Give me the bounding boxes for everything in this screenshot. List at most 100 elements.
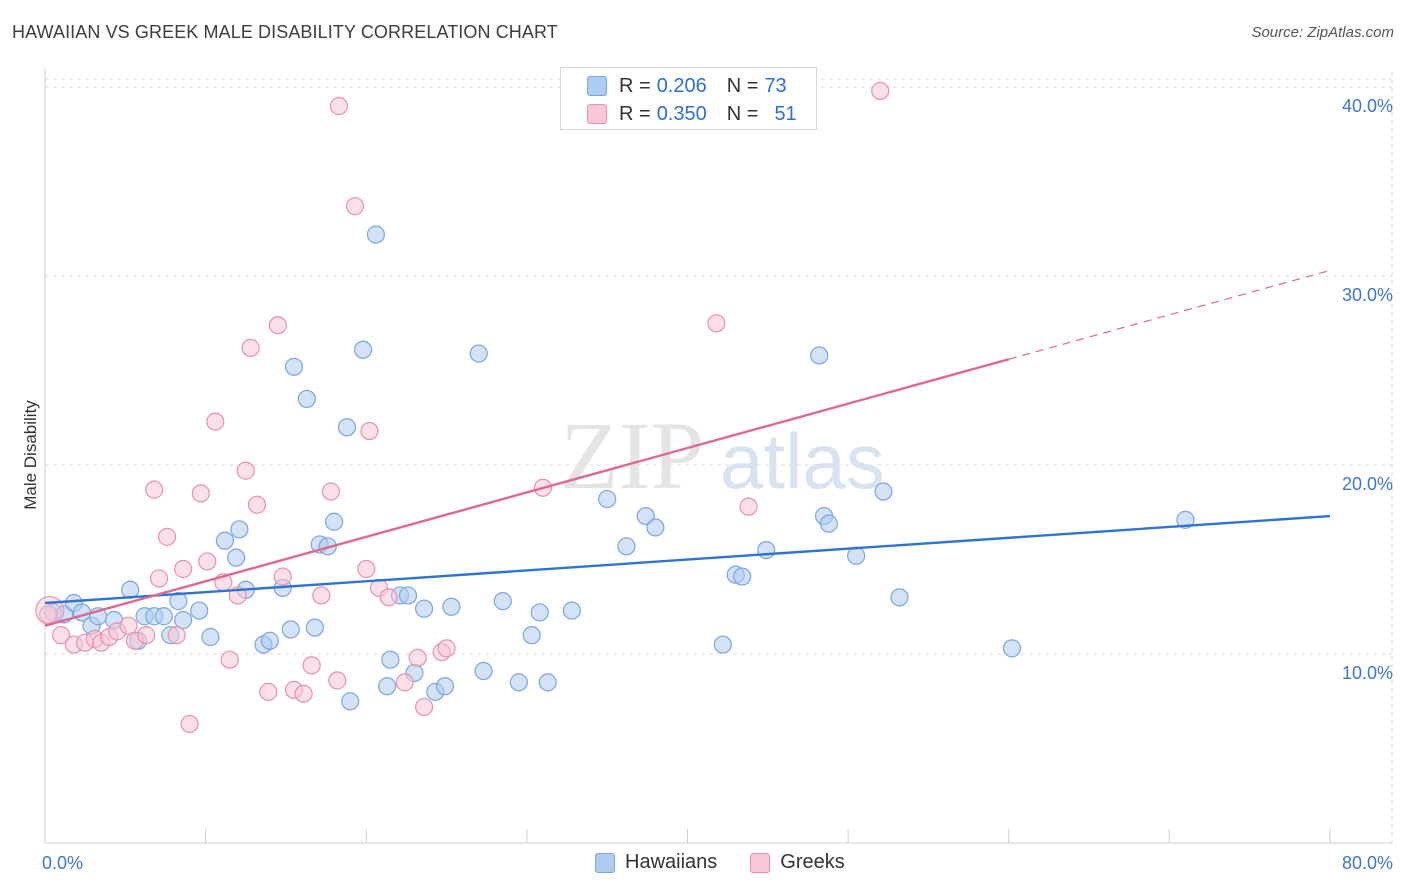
point-hawaiians xyxy=(297,389,316,409)
trend-lines xyxy=(44,269,1331,627)
chart-title: HAWAIIAN VS GREEK MALE DISABILITY CORREL… xyxy=(12,22,558,42)
n-value: 51 xyxy=(774,102,797,125)
point-hawaiians xyxy=(325,512,344,531)
point-greeks xyxy=(395,673,414,692)
point-greeks xyxy=(871,81,890,100)
point-greeks xyxy=(379,588,398,607)
point-greeks xyxy=(167,626,186,645)
legend-label-hawaiians: Hawaiians xyxy=(625,851,718,873)
point-hawaiians xyxy=(713,635,732,654)
watermark-atlas: atlas xyxy=(720,417,885,505)
legend-item-greeks[interactable]: Greeks xyxy=(750,851,845,874)
point-greeks xyxy=(268,316,288,335)
point-greeks xyxy=(739,497,758,516)
data-points xyxy=(35,81,1195,734)
point-greeks xyxy=(39,605,58,624)
point-hawaiians xyxy=(227,548,246,567)
point-greeks xyxy=(302,656,321,675)
point-hawaiians xyxy=(284,357,304,376)
point-greeks xyxy=(191,484,210,503)
tick-labels: 10.0% 20.0% 30.0% 40.0% 0.0% 80.0% xyxy=(42,96,1393,873)
series-legend: Hawaiians Greeks xyxy=(595,851,878,874)
source-label: Source: ZipAtlas.com xyxy=(1251,24,1394,41)
y-tick-label: 40.0% xyxy=(1342,96,1393,116)
point-greeks xyxy=(236,461,255,480)
point-hawaiians xyxy=(398,586,418,605)
point-greeks xyxy=(241,338,260,357)
point-greeks xyxy=(259,682,278,701)
point-greeks xyxy=(247,495,267,514)
n-label: N = xyxy=(726,102,759,125)
r-value: 0.350 xyxy=(656,102,707,125)
trend-line-greeks xyxy=(44,358,1010,627)
point-hawaiians xyxy=(509,673,528,692)
point-hawaiians xyxy=(733,567,752,586)
point-greeks xyxy=(145,480,164,499)
point-hawaiians xyxy=(190,601,209,620)
point-greeks xyxy=(329,96,349,116)
y-tick-label: 20.0% xyxy=(1342,474,1393,494)
y-axis-label: Male Disability xyxy=(21,400,40,510)
point-greeks xyxy=(157,527,177,546)
point-hawaiians xyxy=(169,592,188,611)
point-greeks xyxy=(360,421,379,441)
point-hawaiians xyxy=(353,340,373,359)
point-hawaiians xyxy=(337,418,357,437)
point-greeks xyxy=(206,412,225,431)
point-hawaiians xyxy=(757,540,776,560)
point-hawaiians xyxy=(435,677,455,696)
point-greeks xyxy=(220,650,239,669)
point-hawaiians xyxy=(530,603,549,622)
r-label: R = xyxy=(619,74,651,97)
point-hawaiians xyxy=(598,489,617,509)
legend-row-hawaiians: R = 0.206 N = 73 xyxy=(587,74,787,98)
point-greeks xyxy=(345,197,365,216)
point-hawaiians xyxy=(174,610,193,630)
point-greeks xyxy=(149,569,169,588)
r-value: 0.206 xyxy=(656,74,707,97)
point-greeks xyxy=(273,567,292,586)
point-hawaiians xyxy=(617,537,636,556)
axes xyxy=(44,68,1392,844)
r-label: R = xyxy=(619,102,651,125)
gridlines xyxy=(45,72,1393,843)
point-greeks xyxy=(414,697,434,717)
point-hawaiians xyxy=(366,225,385,244)
point-greeks xyxy=(328,671,347,690)
point-hawaiians xyxy=(538,673,557,692)
point-hawaiians xyxy=(378,677,397,696)
point-greeks xyxy=(180,714,199,734)
point-greeks xyxy=(294,684,313,703)
trend-line-extension-greeks xyxy=(1008,269,1331,360)
point-hawaiians xyxy=(469,344,488,363)
x-tick-label: 0.0% xyxy=(42,853,83,873)
y-tick-label: 10.0% xyxy=(1342,663,1393,683)
point-greeks xyxy=(408,648,427,667)
legend-item-hawaiians[interactable]: Hawaiians xyxy=(595,851,717,874)
point-hawaiians xyxy=(381,650,400,669)
point-hawaiians xyxy=(874,482,893,501)
legend-label-greeks: Greeks xyxy=(780,851,845,873)
point-hawaiians xyxy=(154,607,173,626)
point-hawaiians xyxy=(341,692,360,711)
y-tick-label: 30.0% xyxy=(1342,285,1393,305)
point-greeks xyxy=(198,552,217,571)
point-hawaiians xyxy=(522,626,541,645)
point-hawaiians xyxy=(215,531,234,550)
point-greeks xyxy=(357,559,376,579)
legend-row-greeks: R = 0.350 N = 51 xyxy=(587,102,797,126)
n-label: N = xyxy=(726,74,759,97)
point-hawaiians xyxy=(646,518,665,537)
point-hawaiians xyxy=(1176,510,1195,529)
point-hawaiians xyxy=(201,627,220,647)
point-hawaiians xyxy=(1002,639,1022,658)
point-hawaiians xyxy=(890,588,909,607)
point-hawaiians xyxy=(260,631,279,650)
legend-swatch-greeks xyxy=(587,104,607,124)
point-hawaiians xyxy=(281,620,300,639)
point-hawaiians xyxy=(562,601,581,620)
stats-legend: R = 0.206 N = 73 R = 0.350 N = 51 xyxy=(560,67,817,130)
point-greeks xyxy=(707,314,726,333)
point-greeks xyxy=(119,616,138,635)
